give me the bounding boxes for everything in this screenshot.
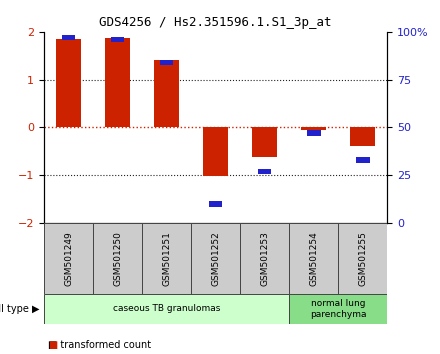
Bar [203,127,228,176]
Bar [350,127,375,145]
Text: GSM501249: GSM501249 [64,231,73,286]
Bar [301,127,326,130]
Text: GSM501251: GSM501251 [162,231,171,286]
Bar [307,130,320,136]
Bar [356,157,370,163]
Bar [105,38,130,127]
Bar [142,223,191,294]
Text: ■: ■ [48,340,58,350]
Bar [209,201,223,207]
Text: ■ transformed count: ■ transformed count [48,340,151,350]
Bar [160,59,173,65]
Bar [258,169,271,174]
Text: GSM501250: GSM501250 [113,231,122,286]
Text: GSM501252: GSM501252 [211,231,220,286]
Text: GSM501255: GSM501255 [358,231,367,286]
Bar [44,223,93,294]
Bar [191,223,240,294]
Text: normal lung
parenchyma: normal lung parenchyma [310,299,367,319]
Bar [62,35,75,40]
Bar [111,37,125,42]
Bar [56,39,81,127]
Text: GSM501253: GSM501253 [260,231,269,286]
Bar [338,223,387,294]
Title: GDS4256 / Hs2.351596.1.S1_3p_at: GDS4256 / Hs2.351596.1.S1_3p_at [99,16,332,29]
Bar [93,223,142,294]
Bar [253,127,277,157]
Bar [44,294,289,324]
Bar [289,294,387,324]
Bar [240,223,289,294]
Text: cell type ▶: cell type ▶ [0,304,40,314]
Bar [289,223,338,294]
Text: GSM501254: GSM501254 [309,231,318,286]
Bar [154,59,179,127]
Text: caseous TB granulomas: caseous TB granulomas [113,304,220,313]
